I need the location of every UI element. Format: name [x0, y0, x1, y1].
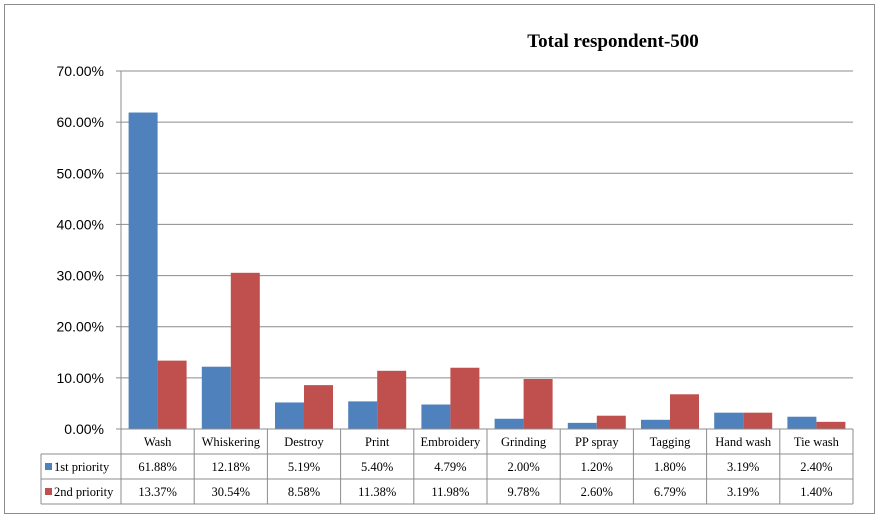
bar-second-priority-print [377, 370, 407, 429]
category-label: Tagging [650, 435, 692, 449]
series-name: 2nd priority [54, 485, 114, 499]
category-label: Wash [144, 435, 172, 449]
bar-second-priority-grinding [523, 378, 553, 429]
series-name: 1st priority [54, 460, 110, 474]
y-tick-label: 10.00% [57, 370, 104, 386]
bar-second-priority-hand-wash [743, 412, 773, 429]
y-axis: 0.00% 10.00% 20.00% 30.00% 40.00% 50.00% 60.00… [57, 63, 122, 437]
category-label: Hand wash [715, 435, 772, 449]
legend-swatch [45, 488, 52, 495]
bar-second-priority-whiskering [230, 272, 260, 429]
legend-swatch [45, 463, 52, 470]
bar-first-priority-hand-wash [714, 412, 744, 429]
data-label: 4.79% [434, 460, 466, 474]
data-label: 11.38% [358, 485, 396, 499]
chart-title: Total respondent-500 [527, 31, 699, 52]
category-label: Tie wash [794, 435, 840, 449]
y-tick-label: 20.00% [57, 319, 104, 335]
data-label: 3.19% [727, 460, 759, 474]
data-label: 12.18% [212, 460, 251, 474]
bar-second-priority-destroy [304, 385, 333, 429]
data-label: 1.40% [800, 485, 832, 499]
bar-first-priority-tie-wash [787, 416, 817, 429]
data-label: 1.20% [581, 460, 613, 474]
bar-first-priority-print [348, 401, 378, 429]
data-label: 5.40% [361, 460, 393, 474]
bar-second-priority-wash [157, 360, 187, 429]
category-label: PP spray [575, 435, 619, 449]
data-label: 1.80% [654, 460, 686, 474]
category-label: Whiskering [202, 435, 261, 449]
bar-first-priority-wash [128, 112, 158, 429]
data-label: 5.19% [288, 460, 320, 474]
y-tick-label: 60.00% [57, 114, 104, 130]
category-label: Grinding [501, 435, 547, 449]
y-tick-label: 0.00% [64, 421, 104, 437]
bar-second-priority-embroidery [450, 367, 480, 429]
data-label: 11.98% [431, 485, 469, 499]
bar-first-priority-grinding [494, 418, 524, 429]
category-label: Destroy [284, 435, 324, 449]
data-label: 61.88% [138, 460, 177, 474]
data-label: 13.37% [138, 485, 177, 499]
bar-first-priority-whiskering [201, 366, 231, 429]
data-label: 30.54% [212, 485, 251, 499]
data-label: 2.40% [800, 460, 832, 474]
bar-second-priority-pp-spray [596, 415, 626, 429]
category-label: Embroidery [421, 435, 481, 449]
bar-first-priority-embroidery [421, 404, 451, 429]
bars [128, 112, 846, 429]
bar-first-priority-tagging [641, 419, 670, 429]
data-label: 2.00% [507, 460, 539, 474]
bar-second-priority-tie-wash [816, 421, 846, 429]
bar-first-priority-destroy [275, 402, 304, 429]
bar-second-priority-tagging [670, 394, 699, 429]
data-label: 9.78% [507, 485, 539, 499]
y-tick-label: 40.00% [57, 216, 104, 232]
data-label: 3.19% [727, 485, 759, 499]
category-label: Print [365, 435, 390, 449]
data-label: 2.60% [581, 485, 613, 499]
data-label: 6.79% [654, 485, 686, 499]
y-tick-label: 50.00% [57, 165, 104, 181]
data-table: Wash Whiskering Destroy Print Embroidery Grin… [40, 428, 854, 505]
data-label: 8.58% [288, 485, 320, 499]
y-tick-label: 70.00% [57, 63, 104, 79]
y-tick-label: 30.00% [57, 268, 104, 284]
bar-first-priority-pp-spray [567, 422, 597, 429]
